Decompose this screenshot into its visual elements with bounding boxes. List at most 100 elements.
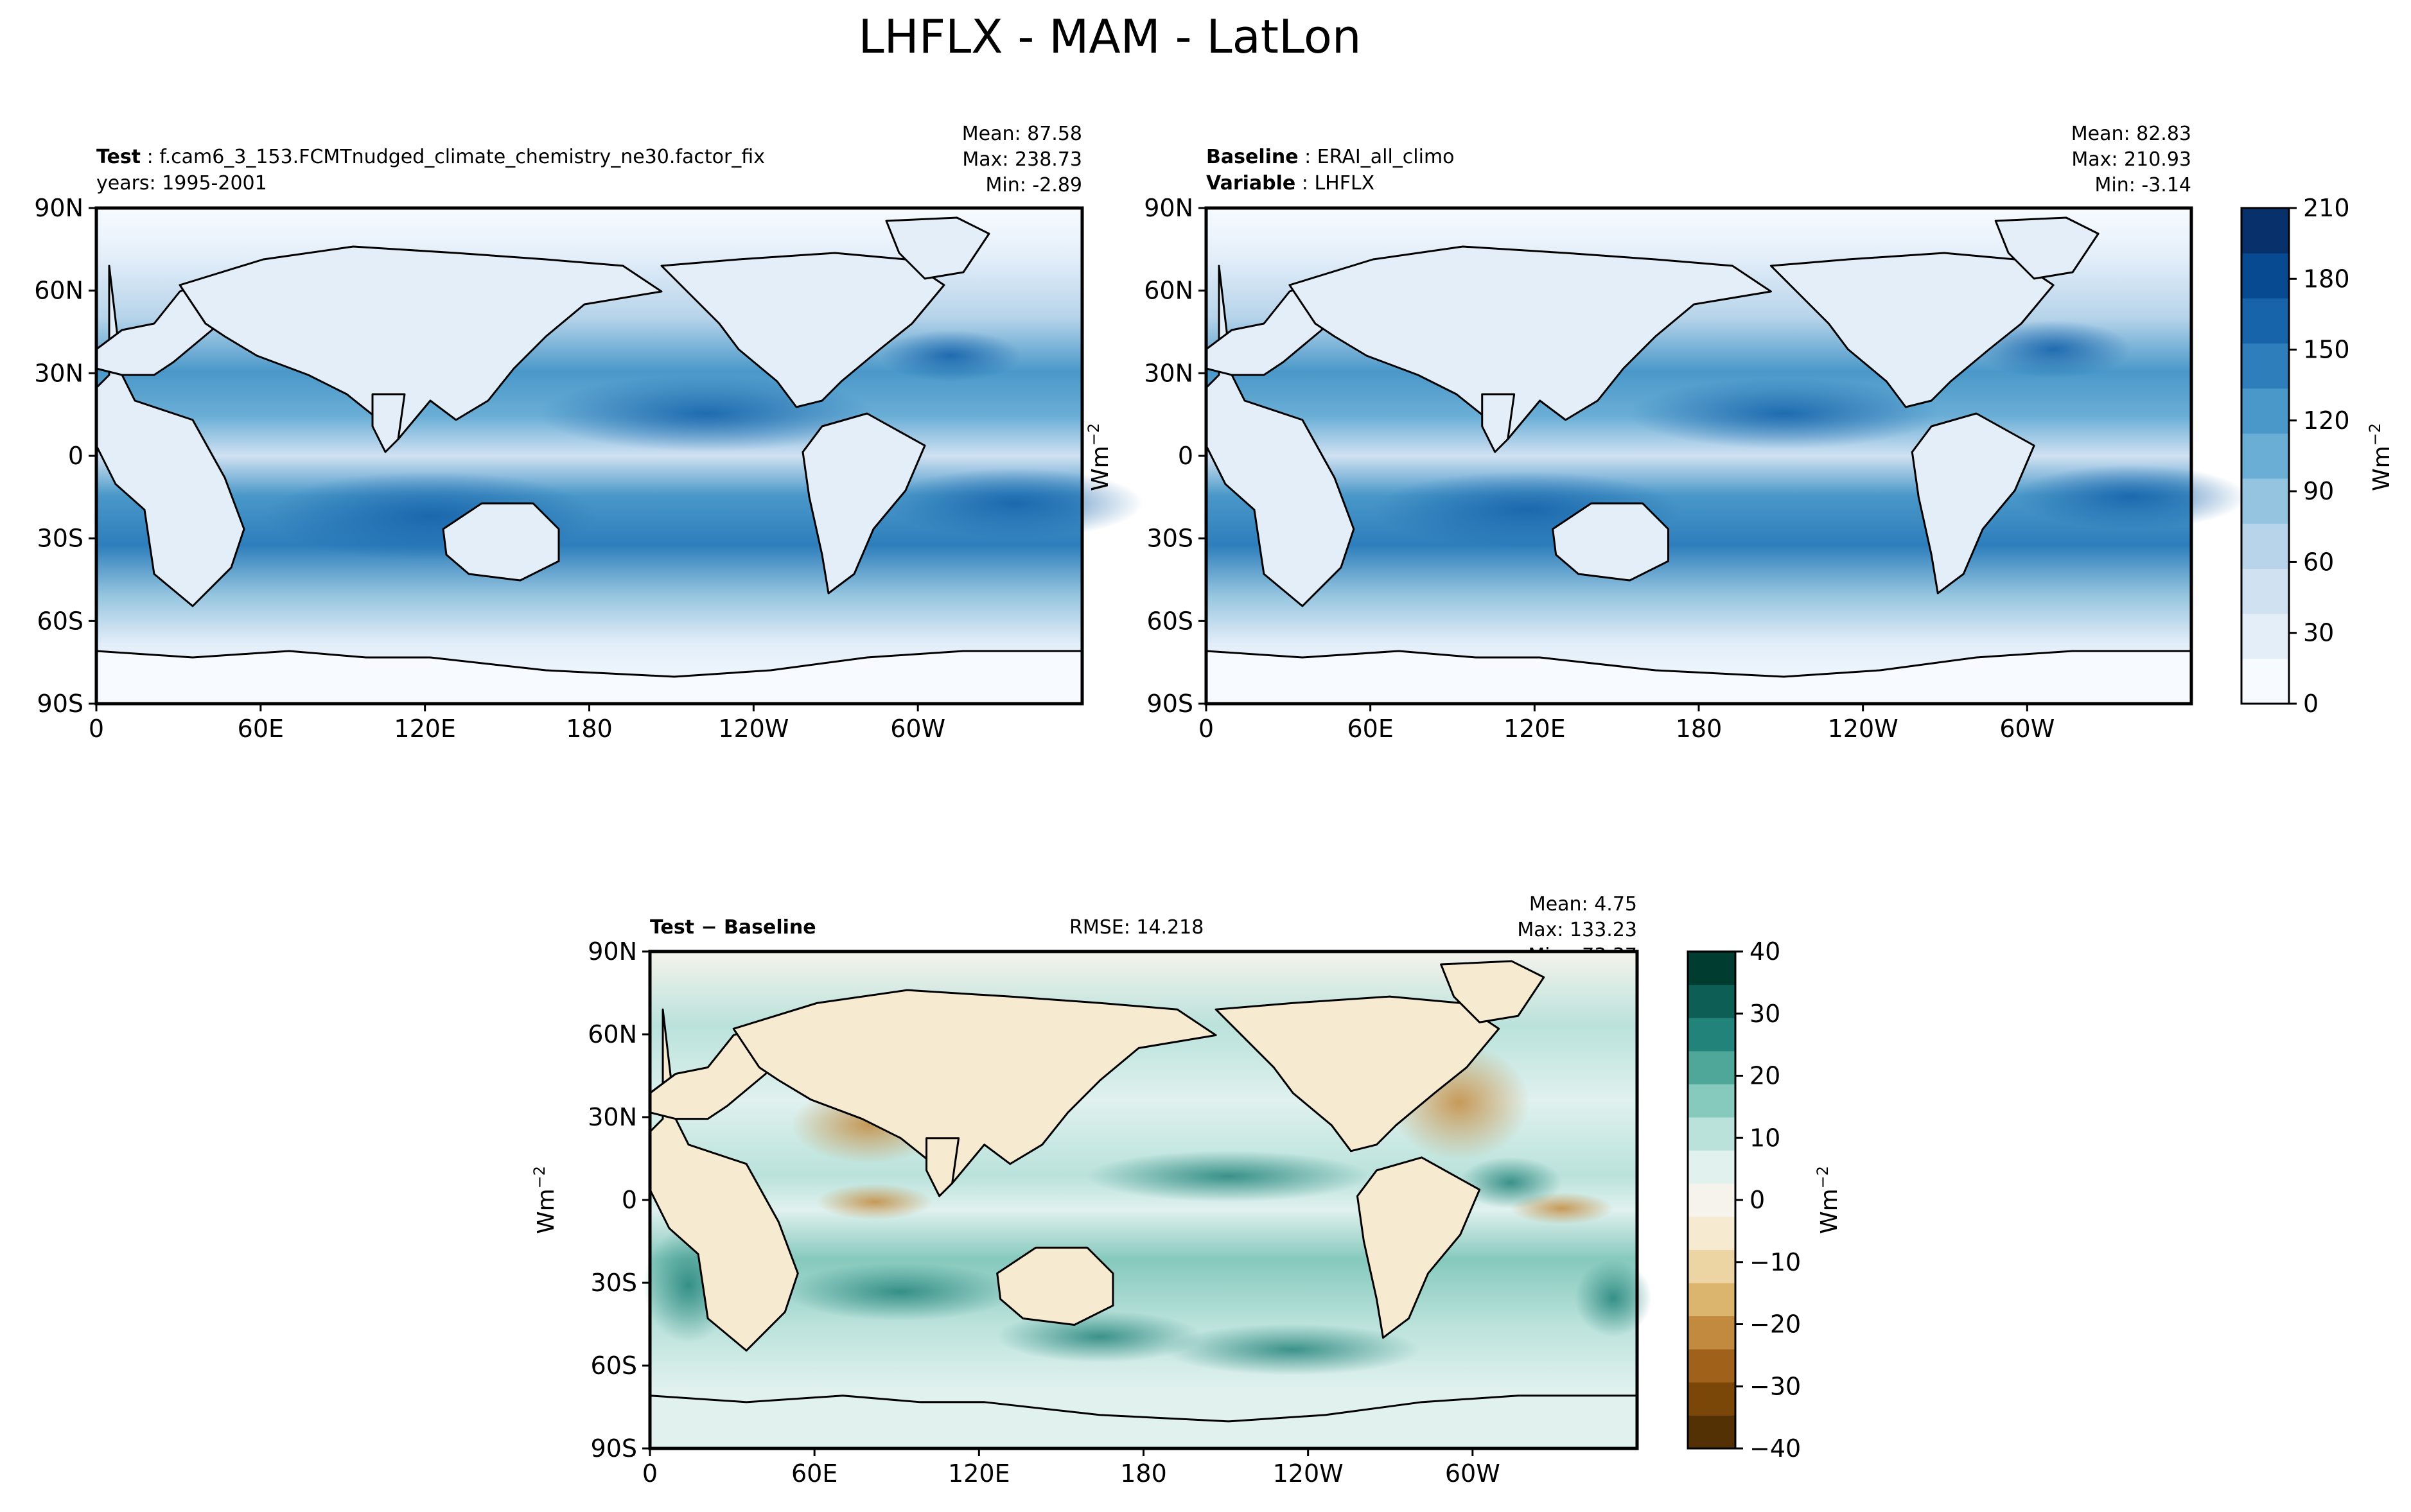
colorbar-tick-label: 0: [1749, 1186, 1765, 1214]
lat-tick-label: 30N: [588, 1103, 637, 1131]
lat-tick-label: 90N: [588, 937, 637, 966]
colorbar-swatch: [2241, 388, 2289, 434]
colorbar-tick-label: 90: [2303, 477, 2334, 505]
lat-tick-label: 0: [68, 442, 83, 470]
colorbar-swatch: [2241, 298, 2289, 344]
main-colorbar-label-base: Wm: [2369, 446, 2395, 491]
diff-panel: Test − Baseline RMSE: 14.218 Mean: 4.75 …: [530, 893, 1652, 1488]
diff-stat-max: Max: 133.23: [1517, 919, 1637, 941]
lon-tick-label: 120W: [718, 715, 789, 743]
colorbar-swatch: [1688, 1249, 1735, 1283]
baseline-stat-mean: Mean: 82.83: [2071, 123, 2191, 145]
lat-tick-label: 0: [622, 1186, 637, 1214]
test-colon: :: [141, 146, 159, 168]
lat-tick-label: 90S: [37, 690, 83, 718]
main-colorbar-swatches: [2241, 208, 2289, 704]
lat-tick-label: 90S: [1147, 690, 1193, 718]
diff-lon-ticks: 0 60E 120E 180 120W 60W: [642, 1448, 1500, 1488]
baseline-lat-ticks: 90N 60N 30N 0 30S 60S 90S: [1144, 194, 1206, 718]
lat-tick-label: 60N: [1144, 277, 1193, 305]
diff-colorbar: 40 30 20 10 0 −10 −20 −30 −40 Wm−2: [1687, 937, 1843, 1463]
colorbar-tick-label: −40: [1749, 1434, 1801, 1463]
variable-colon: :: [1295, 172, 1314, 195]
lon-tick-label: 180: [1676, 715, 1723, 743]
lon-tick-label: 120E: [1504, 715, 1566, 743]
colorbar-tick-label: 30: [1749, 1000, 1780, 1028]
baseline-panel: Baseline : ERAI_all_climo Variable : LHF…: [1144, 123, 2247, 743]
colorbar-swatch: [2241, 343, 2289, 389]
diff-colorbar-label: Wm−2: [1814, 1166, 1843, 1234]
colorbar-swatch: [1688, 1150, 1735, 1184]
test-field-highlight: [886, 468, 1143, 539]
lon-tick-label: 60W: [1999, 715, 2055, 743]
lat-tick-label: 0: [1178, 442, 1193, 470]
main-colorbar-label-exp: −2: [2366, 423, 2384, 446]
colorbar-tick-label: 10: [1749, 1124, 1780, 1152]
diff-field-highlight: [1459, 1157, 1562, 1208]
lat-tick-label: 30S: [37, 525, 83, 553]
diff-lat-ticks: 90N 60N 30N 0 30S 60S 90S: [588, 937, 650, 1463]
lat-tick-label: 90N: [1144, 194, 1193, 222]
colorbar-swatch: [1688, 1382, 1735, 1416]
colorbar-swatch: [1688, 1283, 1735, 1317]
diff-field-highlight: [1575, 1260, 1652, 1337]
diff-colorbar-label-base: Wm: [1816, 1188, 1843, 1234]
colorbar-swatch: [2241, 208, 2289, 254]
colorbar-swatch: [1688, 1050, 1735, 1084]
lon-tick-label: 120E: [394, 715, 456, 743]
colorbar-swatch: [1688, 1349, 1735, 1383]
lat-tick-label: 30N: [1144, 359, 1193, 387]
main-colorbar-frame: [2240, 207, 2290, 705]
lat-tick-label: 60N: [34, 277, 83, 305]
test-stat-min: Min: -2.89: [986, 174, 1083, 196]
colorbar-tick-label: −10: [1749, 1248, 1801, 1276]
test-label: Test: [96, 146, 141, 168]
test-ylabel-exp: −2: [1085, 423, 1103, 446]
svg-text:Test : f.cam6_3_153.FCMTnudged: Test : f.cam6_3_153.FCMTnudged_climate_c…: [96, 146, 765, 168]
colorbar-tick-label: 180: [2303, 265, 2350, 293]
asia-outline: [179, 245, 663, 440]
lon-tick-label: 60E: [791, 1459, 837, 1488]
diff-rmse: RMSE: 14.218: [1069, 916, 1204, 939]
colorbar-tick-label: 150: [2303, 336, 2350, 364]
diff-field-highlight: [997, 1311, 1202, 1362]
baseline-colon: :: [1299, 146, 1317, 168]
baseline-name: ERAI_all_climo: [1317, 146, 1455, 168]
colorbar-tick-label: 120: [2303, 406, 2350, 435]
diff-colorbar-swatches: [1688, 952, 1735, 1449]
baseline-lon-ticks: 0 60E 120E 180 120W 60W: [1198, 704, 2055, 743]
greenland-outline: [1440, 960, 1545, 1023]
test-stat-mean: Mean: 87.58: [962, 123, 1082, 145]
baseline-field-highlight: [1630, 378, 1938, 449]
baseline-stat-max: Max: 210.93: [2071, 148, 2191, 171]
svg-text:Baseline : ERAI_all_climo: Baseline : ERAI_all_climo: [1206, 146, 1455, 168]
variable-label: Variable: [1206, 172, 1295, 195]
test-map: [94, 206, 1143, 706]
colorbar-swatch: [1688, 1316, 1735, 1350]
australia-outline: [996, 1246, 1114, 1326]
colorbar-swatch: [1688, 1415, 1735, 1449]
test-field-highlight: [880, 330, 1021, 381]
north-america-outline: [660, 252, 945, 408]
greenland-outline: [1994, 216, 2100, 280]
greenland-outline: [885, 216, 990, 280]
continent-group: [95, 216, 1083, 705]
lat-tick-label: 90S: [591, 1434, 637, 1463]
main-colorbar: 210 180 150 120 90 60 30 0 Wm−2: [2240, 194, 2395, 718]
test-land: [95, 216, 1083, 705]
continent-group: [1205, 216, 2193, 705]
lon-tick-label: 180: [1120, 1459, 1167, 1488]
lat-tick-label: 60S: [1147, 607, 1193, 635]
north-america-outline: [1214, 995, 1500, 1152]
lon-tick-label: 60W: [890, 715, 945, 743]
test-name: f.cam6_3_153.FCMTnudged_climate_chemistr…: [159, 146, 765, 168]
main-colorbar-label: Wm−2: [2366, 423, 2395, 491]
colorbar-tick-label: 210: [2303, 194, 2350, 222]
diff-ylabel-base: Wm: [533, 1188, 559, 1234]
colorbar-swatch: [1688, 1018, 1735, 1052]
diff-field-highlight: [1164, 1324, 1421, 1375]
lon-tick-label: 0: [89, 715, 104, 743]
colorbar-tick-label: 0: [2303, 690, 2319, 718]
australia-outline: [442, 502, 560, 582]
baseline-stat-min: Min: -3.14: [2095, 174, 2192, 196]
